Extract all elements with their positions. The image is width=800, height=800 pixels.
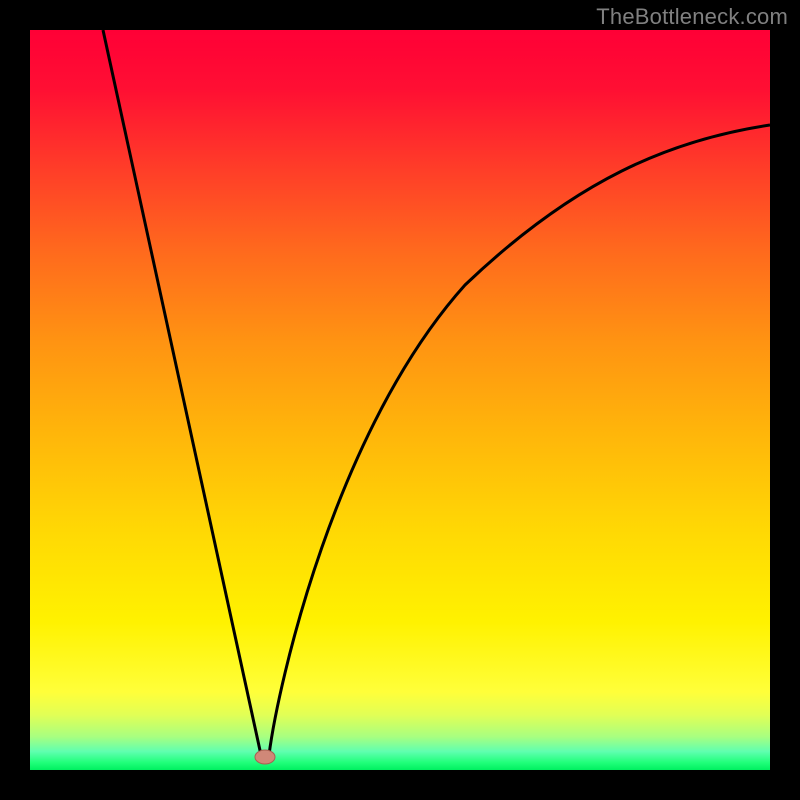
background-gradient [30,30,770,770]
watermark-text: TheBottleneck.com [596,4,788,30]
plot-area [30,30,770,770]
